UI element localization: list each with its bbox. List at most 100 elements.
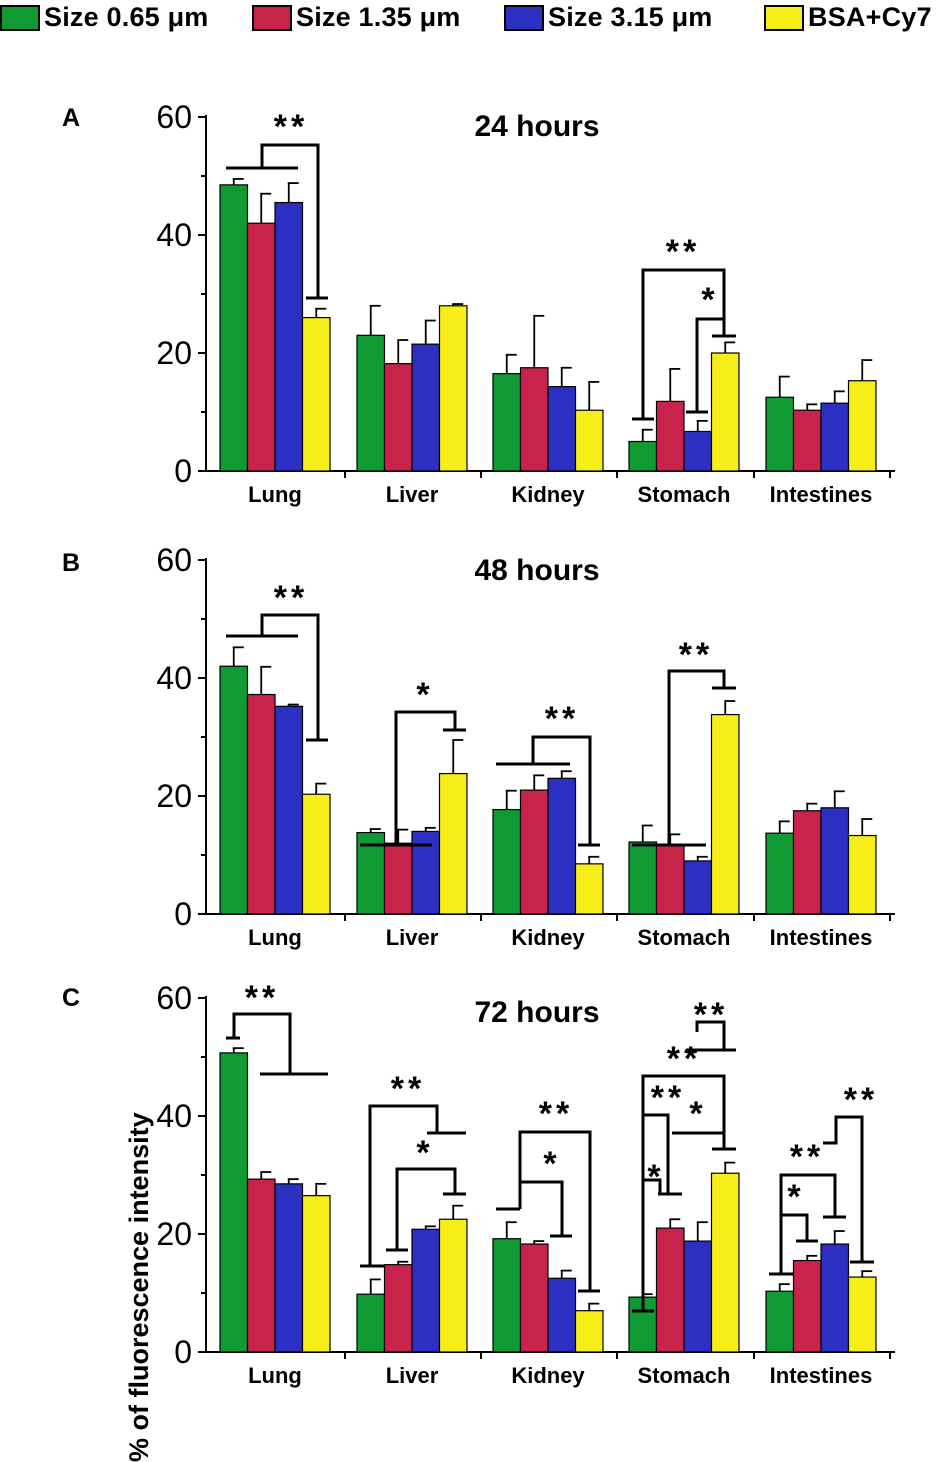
bar bbox=[274, 1183, 304, 1353]
significance-bracket bbox=[394, 710, 457, 845]
significance-stars: ** bbox=[274, 108, 308, 146]
bar bbox=[383, 363, 413, 472]
legend-swatch-red bbox=[252, 4, 292, 31]
legend-swatch-yellow bbox=[764, 4, 804, 31]
bar bbox=[492, 1238, 522, 1353]
y-tick-label: 20 bbox=[156, 778, 192, 814]
bar bbox=[411, 343, 441, 472]
significance-stars: ** bbox=[844, 1081, 878, 1119]
bar bbox=[683, 430, 713, 472]
bar bbox=[765, 832, 795, 915]
bar bbox=[246, 693, 276, 915]
bar bbox=[356, 1293, 386, 1353]
significance-stars: ** bbox=[666, 233, 700, 271]
x-tick-label: Stomach bbox=[638, 1363, 731, 1388]
x-tick-label: Kidney bbox=[511, 925, 585, 950]
y-tick-label: 40 bbox=[156, 217, 192, 253]
bar bbox=[519, 789, 549, 915]
y-tick-label: 0 bbox=[174, 896, 192, 932]
significance-bracket bbox=[260, 613, 320, 740]
significance-stars: * bbox=[701, 281, 718, 319]
bar bbox=[246, 222, 276, 472]
y-tick-label: 20 bbox=[156, 1216, 192, 1252]
x-tick-label: Kidney bbox=[511, 1363, 585, 1388]
significance-stars: ** bbox=[790, 1138, 824, 1176]
bar bbox=[847, 1276, 877, 1353]
x-tick-label: Liver bbox=[386, 482, 439, 507]
significance-bracket bbox=[695, 1020, 726, 1050]
bar bbox=[411, 1228, 441, 1353]
x-tick-label: Intestines bbox=[770, 482, 873, 507]
significance-stars: ** bbox=[539, 1095, 573, 1133]
legend-swatch-green bbox=[0, 4, 40, 31]
significance-bracket bbox=[368, 1104, 439, 1266]
bar bbox=[574, 1310, 604, 1353]
bar bbox=[710, 352, 740, 472]
legend-label: Size 1.35 μm bbox=[296, 2, 461, 32]
legend-item-size-315: Size 3.15 μm bbox=[504, 2, 713, 33]
bar bbox=[492, 373, 522, 472]
significance-bracket bbox=[823, 1115, 864, 1262]
bar bbox=[792, 1259, 822, 1353]
panel-title: 48 hours bbox=[474, 554, 599, 587]
significance-stars: * bbox=[416, 676, 433, 714]
legend-item-size-065: Size 0.65 μm bbox=[0, 2, 209, 33]
panel-title: 24 hours bbox=[474, 110, 599, 143]
bar bbox=[792, 409, 822, 472]
legend-label: BSA+Cy7 bbox=[808, 2, 932, 32]
y-tick-label: 60 bbox=[156, 99, 192, 135]
y-tick-label: 0 bbox=[174, 453, 192, 489]
bar bbox=[219, 184, 249, 472]
x-tick-label: Stomach bbox=[638, 482, 731, 507]
bar bbox=[710, 713, 740, 915]
bar bbox=[547, 777, 577, 915]
bar bbox=[847, 834, 877, 915]
bar bbox=[628, 440, 658, 472]
significance-bracket bbox=[531, 735, 592, 845]
bar bbox=[574, 863, 604, 915]
legend: Size 0.65 μm Size 1.35 μm Size 3.15 μm B… bbox=[0, 0, 950, 34]
bar bbox=[519, 367, 549, 472]
y-tick-label: 0 bbox=[174, 1334, 192, 1370]
significance-bracket bbox=[395, 1167, 457, 1250]
significance-stars: * bbox=[787, 1178, 804, 1216]
significance-bracket bbox=[518, 1130, 592, 1291]
x-tick-label: Stomach bbox=[638, 925, 731, 950]
significance-bracket bbox=[667, 669, 726, 845]
bar bbox=[383, 842, 413, 915]
legend-label: Size 3.15 μm bbox=[548, 2, 713, 32]
bar bbox=[356, 334, 386, 472]
bar bbox=[628, 841, 658, 915]
x-tick-label: Intestines bbox=[770, 1363, 873, 1388]
bar bbox=[301, 1195, 331, 1353]
bar bbox=[519, 1243, 549, 1353]
significance-bracket bbox=[779, 1173, 837, 1274]
x-tick-label: Liver bbox=[386, 925, 439, 950]
legend-item-bsa-cy7: BSA+Cy7 bbox=[764, 2, 932, 33]
bar bbox=[655, 400, 685, 472]
significance-stars: * bbox=[416, 1134, 433, 1172]
x-tick-label: Liver bbox=[386, 1363, 439, 1388]
significance-bracket bbox=[643, 1178, 662, 1194]
bar bbox=[301, 793, 331, 915]
bar bbox=[547, 386, 577, 472]
bar bbox=[820, 402, 850, 472]
bar bbox=[765, 1290, 795, 1353]
bar bbox=[792, 810, 822, 915]
x-tick-label: Intestines bbox=[770, 925, 873, 950]
legend-swatch-blue bbox=[504, 4, 544, 31]
significance-stars: ** bbox=[545, 700, 579, 738]
y-tick-label: 40 bbox=[156, 1098, 192, 1134]
panel-title: 72 hours bbox=[474, 996, 599, 1029]
x-tick-label: Lung bbox=[248, 1363, 302, 1388]
bar bbox=[820, 1243, 850, 1353]
significance-bracket bbox=[641, 268, 726, 419]
significance-bracket bbox=[695, 317, 724, 412]
significance-stars: * bbox=[689, 1095, 706, 1133]
bar bbox=[438, 305, 468, 472]
legend-item-size-135: Size 1.35 μm bbox=[252, 2, 461, 33]
significance-bracket bbox=[781, 1213, 809, 1241]
bar bbox=[820, 807, 850, 915]
bar bbox=[383, 1264, 413, 1353]
legend-label: Size 0.65 μm bbox=[44, 2, 209, 32]
